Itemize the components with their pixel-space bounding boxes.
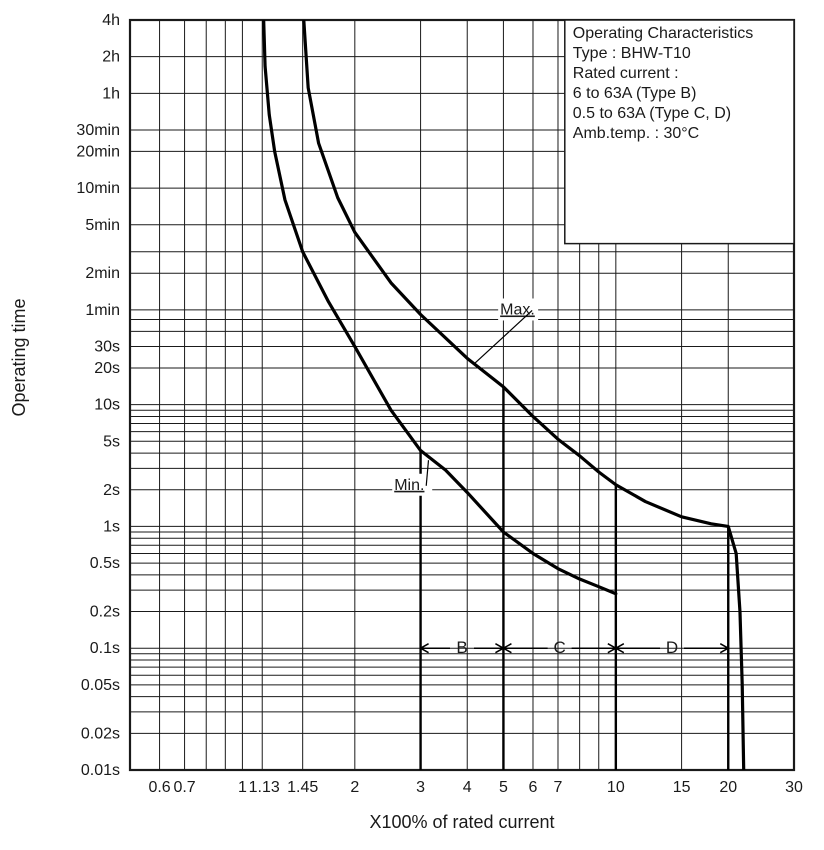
- svg-text:2s: 2s: [103, 482, 120, 499]
- svg-text:20min: 20min: [76, 143, 120, 160]
- info-box: Operating Characteristics Type : BHW-T10…: [565, 20, 794, 244]
- svg-text:1min: 1min: [85, 302, 120, 319]
- info-box-line: Type : BHW-T10: [573, 45, 691, 62]
- svg-text:15: 15: [673, 779, 691, 796]
- svg-text:C: C: [553, 638, 565, 657]
- svg-text:0.6: 0.6: [148, 779, 170, 796]
- svg-text:4: 4: [463, 779, 472, 796]
- svg-text:0.7: 0.7: [173, 779, 195, 796]
- svg-text:D: D: [666, 638, 678, 657]
- svg-text:Min.: Min.: [394, 477, 424, 494]
- svg-text:4h: 4h: [102, 12, 120, 29]
- svg-text:6: 6: [529, 779, 538, 796]
- info-box-line: 0.5 to 63A (Type C, D): [573, 105, 731, 122]
- info-box-line: 6 to 63A (Type B): [573, 85, 697, 102]
- svg-text:0.5s: 0.5s: [90, 555, 120, 572]
- svg-text:7: 7: [554, 779, 563, 796]
- svg-text:30s: 30s: [94, 339, 120, 356]
- info-box-line: Rated current :: [573, 65, 679, 82]
- svg-text:20: 20: [719, 779, 737, 796]
- svg-text:0.02s: 0.02s: [81, 725, 120, 742]
- svg-text:5s: 5s: [103, 433, 120, 450]
- svg-text:0.01s: 0.01s: [81, 762, 120, 779]
- svg-text:30: 30: [785, 779, 803, 796]
- svg-text:0.05s: 0.05s: [81, 677, 120, 694]
- svg-text:2: 2: [350, 779, 359, 796]
- svg-text:1h: 1h: [102, 85, 120, 102]
- svg-text:5: 5: [499, 779, 508, 796]
- operating-characteristics-chart: 0.60.7 11.13 1.45 2 3 4 5 67 10 15 20 30 4h 2h 1h 30min…: [0, 0, 824, 850]
- x-axis-title: X100% of rated current: [369, 812, 554, 832]
- svg-text:3: 3: [416, 779, 425, 796]
- svg-text:5min: 5min: [85, 217, 120, 234]
- svg-text:Max.: Max.: [500, 301, 535, 318]
- svg-text:1.13: 1.13: [249, 779, 280, 796]
- svg-text:10s: 10s: [94, 397, 120, 414]
- svg-text:B: B: [456, 638, 467, 657]
- svg-text:1.45: 1.45: [287, 779, 318, 796]
- svg-text:20s: 20s: [94, 360, 120, 377]
- info-box-line: Operating Characteristics: [573, 25, 754, 42]
- y-axis-title: Operating time: [9, 298, 29, 416]
- info-box-line: Amb.temp. : 30°C: [573, 125, 699, 142]
- svg-text:30min: 30min: [76, 122, 120, 139]
- svg-text:1: 1: [238, 779, 247, 796]
- svg-text:10: 10: [607, 779, 625, 796]
- svg-text:1s: 1s: [103, 518, 120, 535]
- svg-text:2min: 2min: [85, 265, 120, 282]
- svg-text:10min: 10min: [76, 180, 120, 197]
- svg-text:0.1s: 0.1s: [90, 640, 120, 657]
- svg-text:0.2s: 0.2s: [90, 604, 120, 621]
- svg-text:2h: 2h: [102, 49, 120, 66]
